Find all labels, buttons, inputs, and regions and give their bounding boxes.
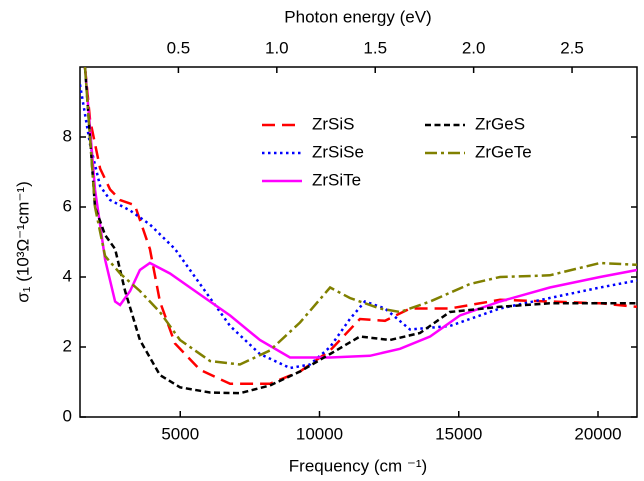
x2-tick-label: 1.0: [265, 38, 289, 57]
x2-tick-label: 2.0: [462, 38, 486, 57]
y-tick-label: 4: [63, 266, 72, 285]
series-line: [83, 67, 637, 395]
y-tick-label: 2: [63, 336, 72, 355]
x2-tick-label: 0.5: [167, 38, 191, 57]
x-tick-label: 5000: [161, 424, 199, 443]
x2-tick-label: 2.5: [560, 38, 584, 57]
x2-tick-label: 1.5: [363, 38, 387, 57]
x-tick-label: 20000: [574, 424, 621, 443]
series-line: [83, 67, 637, 386]
x-axis-title: Frequency (cm ⁻¹): [289, 456, 427, 475]
y-tick-label: 0: [63, 406, 72, 425]
y-tick-label: 6: [63, 196, 72, 215]
y-axis-title: σ₁ (10³Ω⁻¹cm⁻¹): [13, 181, 32, 302]
plot-lines: [80, 67, 637, 395]
plot-frame: [79, 66, 638, 418]
series-line: [83, 67, 637, 359]
legend-label: ZrGeTe: [475, 142, 532, 161]
legend-label: ZrSiSe: [312, 142, 364, 161]
legend-label: ZrSiTe: [312, 170, 361, 189]
legend-label: ZrSiS: [312, 114, 355, 133]
y-tick-label: 8: [63, 126, 72, 145]
x-tick-label: 15000: [435, 424, 482, 443]
series-line: [80, 84, 637, 370]
x-tick-label: 10000: [296, 424, 343, 443]
series-line: [83, 67, 637, 366]
x2-axis-title: Photon energy (eV): [284, 7, 431, 26]
legend-label: ZrGeS: [475, 114, 525, 133]
